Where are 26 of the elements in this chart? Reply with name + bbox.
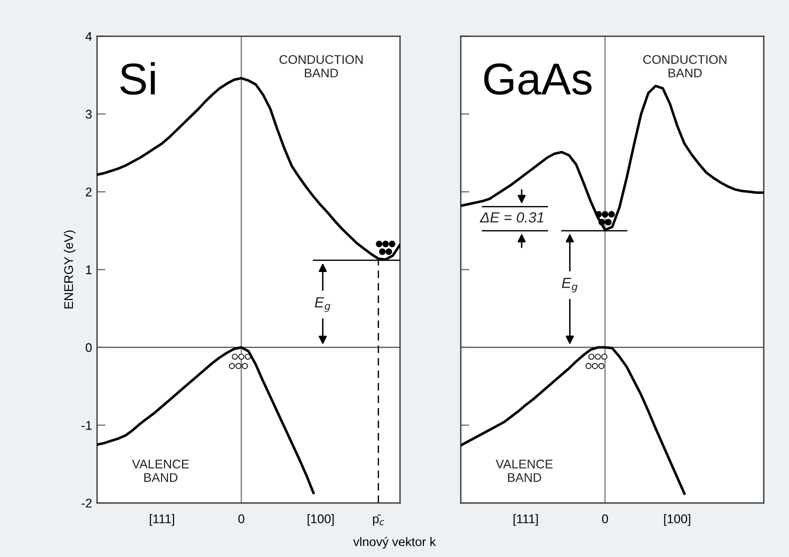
annotation: CONDUCTION BAND xyxy=(280,55,363,78)
annotation: VALENCE BAND xyxy=(496,460,553,482)
annotation: ΔE = 0.31 xyxy=(480,212,544,223)
y-tick-label: 1 xyxy=(86,266,92,274)
x-tick-label: 0 xyxy=(602,514,608,524)
y-tick-label: 2 xyxy=(86,188,92,196)
x-tick-label: 0 xyxy=(238,514,244,524)
annotation: E$_{g}$ xyxy=(562,278,578,292)
x-tick-label: [111] xyxy=(150,514,174,526)
annotation: VALENCE BAND xyxy=(132,460,189,482)
annotation: E$_{g}$ xyxy=(314,297,330,312)
chart-title: GaAs xyxy=(484,63,592,95)
line-series xyxy=(97,346,315,494)
y-tick-label: 0 xyxy=(86,343,92,352)
y-tick-label: -2 xyxy=(82,498,92,508)
x-tick-label: p̄$_{c}$ xyxy=(373,514,384,526)
x-tick-label: [111] xyxy=(514,514,538,526)
x-tick-label: [100] xyxy=(664,514,690,526)
x-axis-title: vlnový vektor k xyxy=(353,536,436,549)
y-tick-label: 4 xyxy=(86,32,92,41)
y-axis-title: ENERGY (eV) xyxy=(64,230,76,308)
y-tick-label: 3 xyxy=(86,110,92,119)
annotation: CONDUCTION BAND xyxy=(643,55,726,78)
y-tick-label: -1 xyxy=(82,421,92,430)
chart-title: Si xyxy=(120,62,155,95)
x-tick-label: [100] xyxy=(308,514,334,526)
